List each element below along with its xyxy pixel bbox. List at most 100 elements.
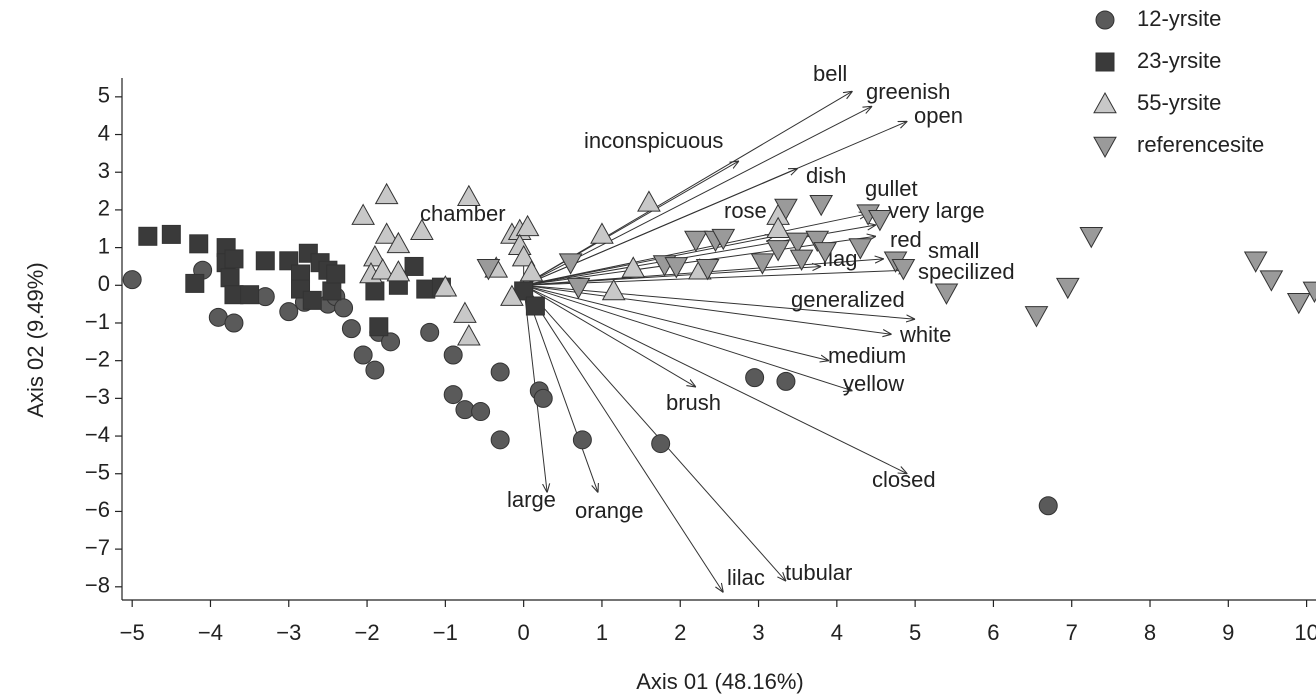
point <box>590 222 614 244</box>
x-tick-label: 4 <box>831 620 843 645</box>
point <box>621 256 646 278</box>
point <box>326 264 346 284</box>
point <box>189 234 209 254</box>
x-tick-label: 8 <box>1144 620 1156 645</box>
vector-label: lilac <box>727 565 765 590</box>
point <box>766 240 790 262</box>
point <box>322 281 342 301</box>
point <box>370 258 395 280</box>
point <box>745 368 765 388</box>
vector-label: white <box>899 322 951 347</box>
point <box>369 317 389 337</box>
point <box>1302 281 1316 303</box>
point <box>456 324 481 346</box>
point <box>490 430 510 450</box>
y-tick-label: −2 <box>85 346 110 371</box>
x-tick-label: −4 <box>198 620 223 645</box>
vector-label: yellow <box>843 371 904 396</box>
point <box>711 228 736 251</box>
point <box>443 385 463 405</box>
y-tick-label: 5 <box>98 83 110 108</box>
point <box>515 214 540 237</box>
point <box>420 322 440 342</box>
x-tick-label: 1 <box>596 620 608 645</box>
point <box>1079 226 1104 249</box>
point <box>455 400 475 420</box>
x-tick-label: −2 <box>355 620 380 645</box>
point <box>684 230 708 253</box>
point <box>813 242 837 264</box>
x-tick-label: 6 <box>987 620 999 645</box>
point <box>789 249 814 271</box>
y-tick-label: −4 <box>85 422 110 447</box>
point <box>848 238 873 260</box>
point <box>637 190 661 212</box>
point <box>519 260 544 282</box>
point <box>374 182 399 205</box>
vector-arrow <box>523 236 775 286</box>
vector-label: inconspicuous <box>584 128 723 153</box>
point <box>1038 496 1058 516</box>
vector-arrow <box>523 285 724 592</box>
legend-marker <box>1095 10 1115 30</box>
point <box>410 218 434 240</box>
point <box>224 313 244 333</box>
point <box>404 256 424 276</box>
legend-label: 23-yrsite <box>1137 48 1221 73</box>
legend-label: referencesite <box>1137 132 1264 157</box>
point <box>453 301 477 323</box>
vector-label: greenish <box>866 79 950 104</box>
point <box>1286 292 1311 315</box>
point <box>433 275 458 297</box>
legend-marker <box>1093 136 1117 159</box>
point <box>695 259 720 281</box>
x-tick-label: 5 <box>909 620 921 645</box>
point <box>490 362 510 382</box>
y-axis-label: Axis 02 (9.49%) <box>23 262 48 417</box>
point <box>220 268 240 288</box>
y-tick-label: −8 <box>85 573 110 598</box>
point <box>1259 270 1284 292</box>
point <box>776 371 796 391</box>
y-tick-label: 2 <box>98 196 110 221</box>
vector-arrow <box>523 284 829 360</box>
vector-label: large <box>507 487 556 512</box>
point <box>664 257 689 279</box>
x-tick-label: 7 <box>1066 620 1078 645</box>
vector-arrow <box>523 284 853 391</box>
point <box>566 277 591 300</box>
point <box>381 332 401 352</box>
point <box>334 298 354 318</box>
vector-label: bell <box>813 61 847 86</box>
point <box>525 296 545 316</box>
point <box>891 259 916 281</box>
point <box>341 319 361 339</box>
legend-label: 55-yrsite <box>1137 90 1221 115</box>
x-tick-label: 0 <box>518 620 530 645</box>
point <box>240 285 260 305</box>
vector-label: red <box>890 227 922 252</box>
y-tick-label: −6 <box>85 497 110 522</box>
y-tick-label: 1 <box>98 233 110 258</box>
vector-arrow <box>523 284 892 334</box>
point <box>601 278 626 301</box>
point <box>224 249 244 269</box>
point <box>443 345 463 365</box>
vector-label: brush <box>666 390 721 415</box>
point <box>351 203 375 225</box>
vector-label: very large <box>888 198 985 223</box>
point <box>934 283 959 305</box>
point <box>766 216 790 239</box>
y-tick-label: −1 <box>85 309 110 334</box>
vector-arrow <box>523 91 853 286</box>
point <box>365 281 385 301</box>
point <box>138 226 158 246</box>
x-axis-label: Axis 01 (48.16%) <box>636 669 804 694</box>
x-tick-label: 10 <box>1294 620 1316 645</box>
point <box>279 302 299 322</box>
x-tick-label: −3 <box>276 620 301 645</box>
x-tick-label: 9 <box>1222 620 1234 645</box>
vector-label: dish <box>806 163 846 188</box>
point <box>1055 277 1080 300</box>
